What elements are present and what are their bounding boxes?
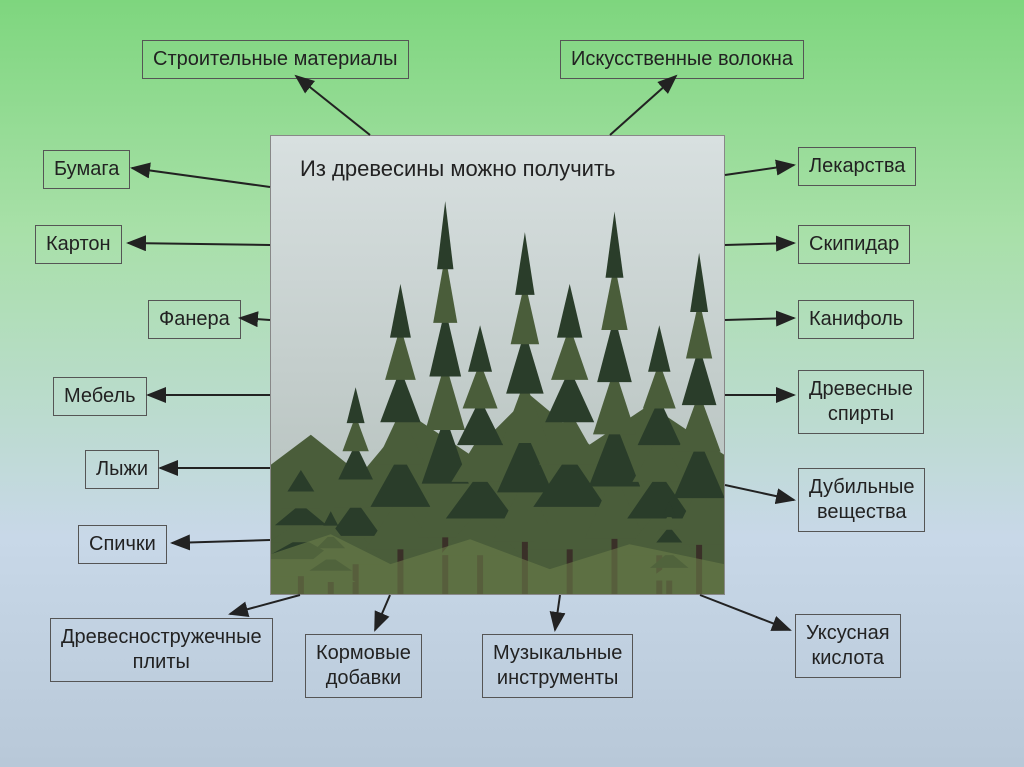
node-box: Лыжи bbox=[85, 450, 159, 489]
node-box: Древесные спирты bbox=[798, 370, 924, 434]
node-box: Древесностружечные плиты bbox=[50, 618, 273, 682]
node-box: Спички bbox=[78, 525, 167, 564]
node-box: Фанера bbox=[148, 300, 241, 339]
node-box: Дубильные вещества bbox=[798, 468, 925, 532]
center-title: Из древесины можно получить bbox=[300, 155, 615, 183]
node-box: Искусственные волокна bbox=[560, 40, 804, 79]
forest-image bbox=[270, 135, 725, 595]
node-box: Строительные материалы bbox=[142, 40, 409, 79]
node-box: Кормовые добавки bbox=[305, 634, 422, 698]
node-box: Мебель bbox=[53, 377, 147, 416]
node-box: Бумага bbox=[43, 150, 130, 189]
node-box: Лекарства bbox=[798, 147, 916, 186]
node-box: Уксусная кислота bbox=[795, 614, 901, 678]
node-box: Картон bbox=[35, 225, 122, 264]
node-box: Музыкальные инструменты bbox=[482, 634, 633, 698]
node-box: Скипидар bbox=[798, 225, 910, 264]
node-box: Канифоль bbox=[798, 300, 914, 339]
